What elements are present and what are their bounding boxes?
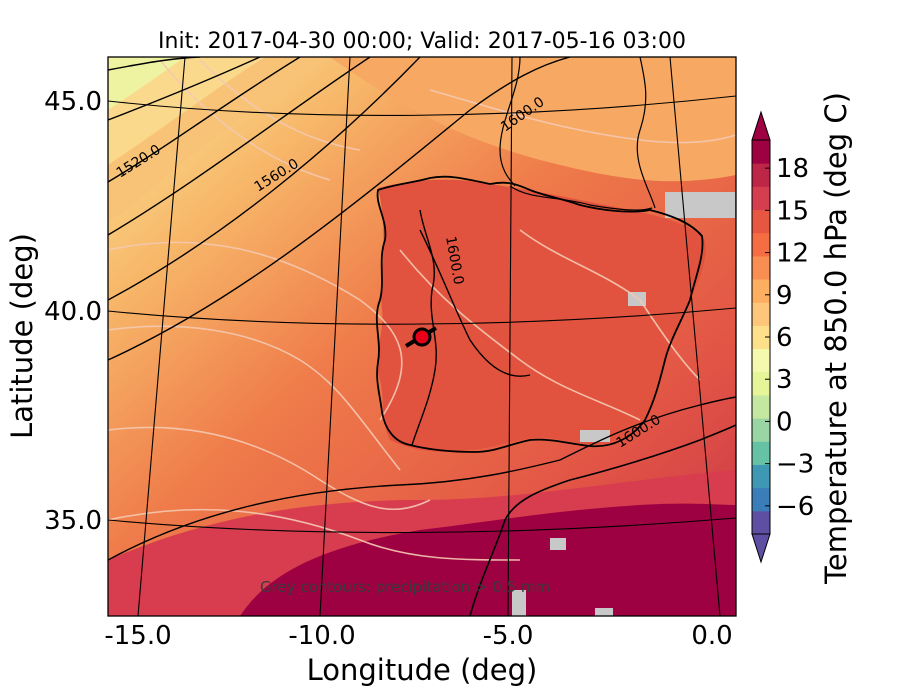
iberia-land-fill [377,179,706,452]
colorbar-segment [752,163,770,187]
geopotential-contours [108,57,736,561]
precipitation-patches [512,192,735,616]
colorbar-label: Temperature at 850.0 hPa (deg C) [819,92,853,585]
colorbar-segment [752,371,770,396]
france-border [509,185,653,211]
colorbar-segment [752,186,770,211]
colorbar-tick-label: 15 [776,196,809,226]
colorbar-extend-max [751,110,771,141]
colorbar-tick-label: 18 [776,154,809,184]
colorbar-tick-label: −3 [776,450,814,480]
colorbar-segment [752,255,770,280]
colorbar-tick-label: 0 [776,407,793,437]
colorbar-tick-label: 9 [776,281,793,311]
iberia-coastline [375,175,704,453]
colorbar: 18 15 12 9 6 3 0 −3 −6 [751,110,814,564]
y-axis-label: Latitude (deg) [5,233,39,439]
colorbar-segment [752,348,770,373]
colorbar-segment [752,279,770,303]
colorbar-tick-label: 12 [776,239,809,269]
graticule [108,57,736,616]
map-frame [107,56,737,617]
precipitation-note: Grey contours: precipitation > 0.5 mm [260,578,550,596]
cool-band-2 [108,57,265,165]
colorbar-tick-label: −6 [776,492,814,522]
colorbar-segment [752,394,770,419]
colorbar-tick-label: 6 [776,323,793,353]
colorbar-extend-min [751,533,771,564]
colorbar-segment [752,510,770,535]
y-tick-45: 45.0 [44,87,102,117]
map-title: Init: 2017-04-30 00:00; Valid: 2017-05-1… [158,29,686,54]
africa-coastline [469,424,736,616]
cool-band-3 [108,57,185,110]
colorbar-segment [752,140,770,164]
colorbar-segment [752,487,770,512]
y-tick-35: 35.0 [44,506,102,536]
colorbar-tick-label: 3 [776,365,793,395]
location-marker [404,326,438,348]
colorbar-segment [752,418,770,442]
colorbar-segment [752,232,770,257]
x-tick-minus10: -10.0 [288,621,355,651]
portugal-border [411,209,437,446]
y-tick-40: 40.0 [44,297,102,327]
colorbar-segment [752,325,770,350]
colorbar-segment [752,464,770,489]
france-coast [499,57,656,209]
colorbar-segment [752,302,770,326]
x-tick-minus5: -5.0 [483,621,534,651]
temperature-contours [108,59,736,561]
map-panel: 1520.0 1560.0 1600.0 1600.0 1600.0 Grey … [108,57,736,616]
colorbar-segment [752,441,770,465]
x-tick-minus15: -15.0 [104,621,171,651]
x-axis-label: Longitude (deg) [307,653,538,687]
colorbar-segment [752,209,770,234]
x-tick-0: 0.0 [691,621,732,651]
